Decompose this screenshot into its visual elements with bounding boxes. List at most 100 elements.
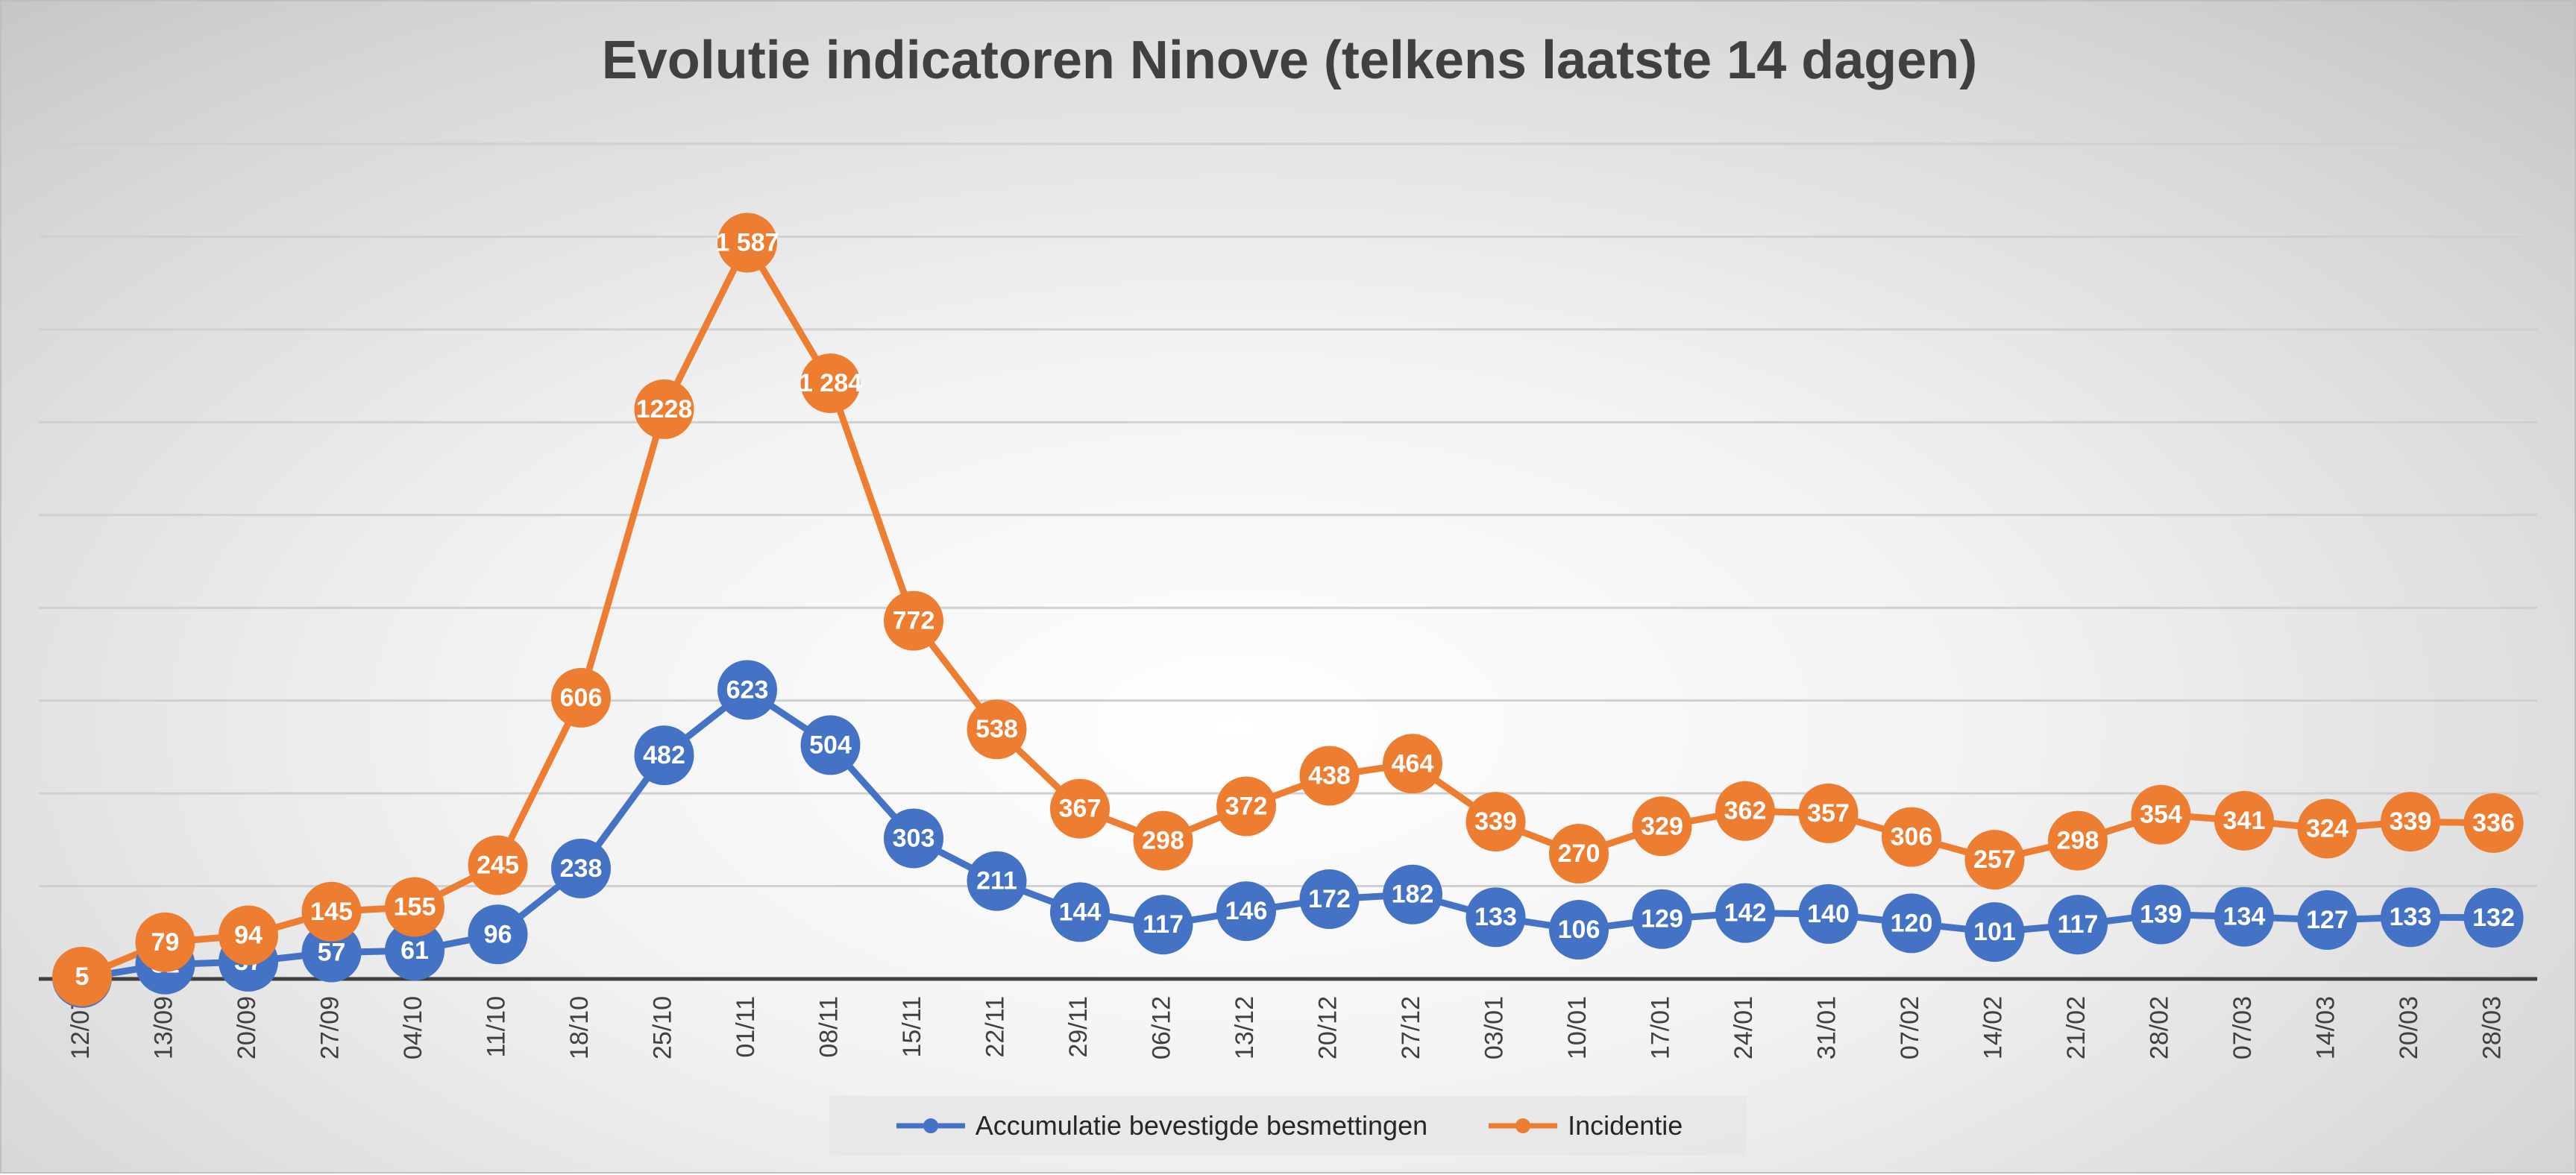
chart-title: Evolutie indicatoren Ninove (telkens laa… [601, 31, 1978, 90]
data-label-0: 106 [1558, 916, 1600, 944]
data-point-0 [301, 922, 362, 983]
data-point-0 [800, 715, 861, 775]
data-point-0 [717, 660, 777, 720]
x-tick-label: 20/09 [233, 996, 261, 1059]
data-label-1: 1228 [636, 395, 693, 423]
data-label-1: 155 [394, 893, 436, 922]
data-point-0 [468, 904, 528, 965]
data-label-0: 623 [726, 675, 769, 704]
x-tick-label: 17/01 [1646, 996, 1674, 1059]
data-label-1: 438 [1308, 761, 1351, 790]
x-tick-label: 15/11 [898, 996, 926, 1058]
data-point-1 [884, 590, 943, 651]
data-label-1: 367 [1059, 795, 1102, 823]
data-label-0: 117 [2058, 910, 2099, 939]
data-point-0 [1715, 883, 1775, 943]
data-label-0: 144 [1059, 898, 1102, 926]
x-tick-label: 04/10 [399, 996, 427, 1059]
x-tick-label: 20/03 [2395, 996, 2423, 1059]
x-tick-label: 21/02 [2062, 996, 2090, 1059]
data-label-1: 606 [560, 684, 603, 712]
x-tick-label: 28/03 [2478, 996, 2506, 1059]
data-label-0: 142 [1724, 899, 1767, 927]
data-label-0: 133 [1474, 903, 1517, 931]
data-label-1: 298 [2057, 827, 2099, 855]
data-point-1 [1383, 734, 1442, 794]
data-label-0: 132 [2472, 904, 2515, 932]
data-point-1 [1050, 778, 1110, 839]
data-label-1: 306 [1891, 823, 1933, 851]
data-point-0 [1133, 895, 1193, 955]
data-label-1: 538 [976, 715, 1018, 743]
data-label-0: 182 [1392, 881, 1434, 909]
data-label-1: 772 [893, 607, 935, 635]
x-tick-label: 25/10 [648, 996, 676, 1059]
x-tick-label: 14/02 [1979, 996, 2007, 1059]
data-label-0: 504 [809, 731, 852, 759]
data-label-1: 354 [2140, 801, 2182, 829]
data-label-1: 79 [151, 928, 180, 957]
data-label-0: 134 [2223, 903, 2266, 931]
data-label-1: 336 [2472, 809, 2515, 837]
x-tick-label: 31/01 [1812, 996, 1841, 1059]
data-label-0: 238 [560, 854, 603, 883]
data-point-0 [2131, 884, 2191, 945]
data-label-0: 482 [643, 741, 685, 769]
x-tick-label: 27/12 [1397, 996, 1425, 1059]
data-point-0 [2381, 887, 2440, 948]
x-tick-label: 08/11 [814, 996, 843, 1058]
data-point-0 [1383, 864, 1442, 924]
data-point-1 [1133, 810, 1193, 871]
data-label-1: 257 [1973, 845, 2016, 874]
data-point-1 [800, 353, 861, 414]
data-point-1 [385, 877, 444, 937]
data-point-0 [385, 921, 444, 981]
data-label-0: 117 [1143, 910, 1184, 939]
data-point-1 [135, 912, 195, 972]
data-point-0 [1299, 869, 1360, 929]
data-point-1 [1632, 796, 1692, 857]
data-point-1 [717, 212, 777, 273]
data-point-0 [1050, 882, 1110, 942]
data-label-0: 127 [2306, 906, 2349, 934]
data-point-0 [1964, 902, 2025, 963]
data-point-0 [1466, 887, 1526, 948]
data-point-1 [219, 905, 278, 965]
data-point-0 [884, 808, 943, 869]
data-point-1 [967, 699, 1027, 760]
legend-label-orange: Incidentie [1568, 1110, 1683, 1141]
data-point-0 [2048, 895, 2108, 955]
data-point-1 [1715, 781, 1775, 841]
x-tick-label: 06/12 [1147, 996, 1175, 1059]
data-point-1 [1216, 776, 1276, 837]
data-label-0: 211 [976, 867, 1017, 895]
x-tick-label: 20/12 [1313, 996, 1342, 1059]
data-label-1: 324 [2306, 814, 2349, 842]
data-label-0: 57 [318, 939, 346, 967]
x-tick-label: 14/03 [2311, 996, 2340, 1059]
data-label-0: 61 [400, 936, 429, 965]
data-point-0 [1549, 900, 1609, 960]
data-label-0: 133 [2390, 903, 2432, 931]
data-point-1 [2297, 798, 2357, 859]
data-point-1 [2131, 784, 2191, 845]
data-point-1 [1466, 792, 1526, 852]
data-label-0: 129 [1641, 905, 1683, 933]
x-tick-label: 18/10 [565, 996, 594, 1059]
data-label-1: 1 587 [715, 229, 779, 257]
data-label-1: 339 [1474, 807, 1517, 836]
data-label-1: 362 [1724, 797, 1767, 825]
data-point-0 [1882, 893, 1941, 954]
legend-item-blue: Accumulatie bevestigde besmettingen [893, 1110, 1427, 1141]
data-point-1 [2048, 810, 2108, 871]
x-tick-label: 28/02 [2145, 996, 2173, 1059]
x-tick-label: 01/11 [732, 996, 760, 1058]
data-label-1: 145 [310, 898, 353, 926]
data-point-1 [2381, 792, 2440, 852]
data-label-1: 464 [1392, 749, 1434, 778]
data-label-1: 341 [2223, 807, 2266, 835]
x-tick-label: 22/11 [981, 996, 1009, 1058]
data-label-1: 245 [477, 851, 519, 880]
